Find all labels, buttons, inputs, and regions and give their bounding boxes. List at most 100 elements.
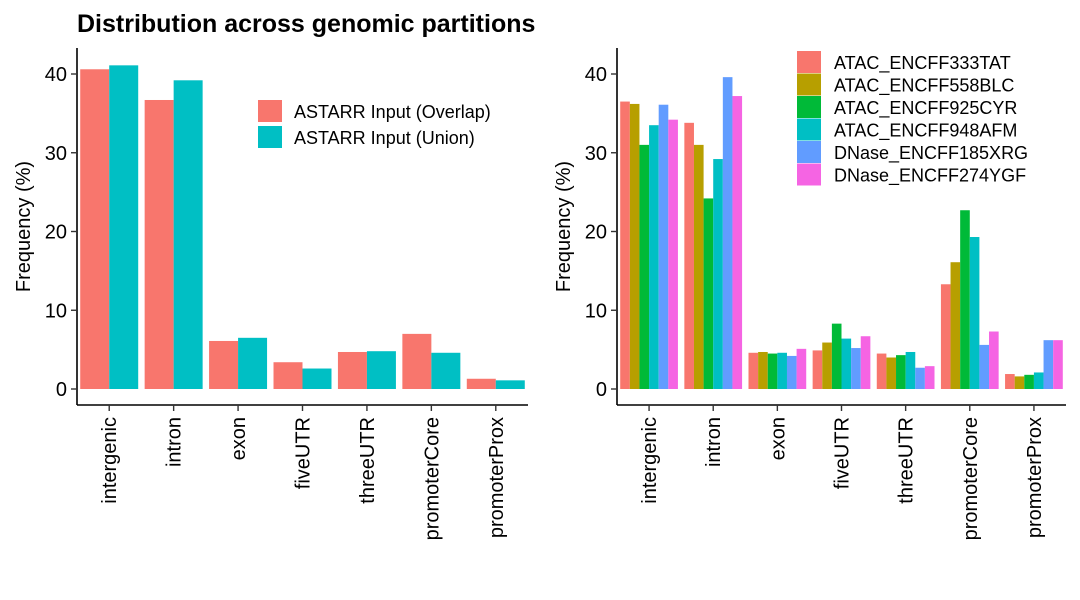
- x-tick-label-promoterProx: promoterProx: [486, 417, 508, 538]
- legend-key: [797, 51, 821, 73]
- bar-fiveUTR-series-5: [860, 336, 871, 389]
- bar-promoterProx-series-0: [1005, 374, 1015, 389]
- legend-key: [797, 73, 821, 96]
- bar-fiveUTR-series-3: [841, 338, 852, 389]
- x-tick-label-intron: intron: [164, 417, 186, 467]
- figure-title: Distribution across genomic partitions: [77, 10, 535, 38]
- bar-promoterProx-series-0: [466, 378, 496, 389]
- bar-promoterCore-series-4: [979, 344, 990, 389]
- y-tick-label: 30: [45, 143, 67, 165]
- bar-intergenic-series-4: [658, 104, 669, 390]
- bar-fiveUTR-series-2: [831, 323, 842, 389]
- bar-fiveUTR-series-4: [851, 348, 861, 389]
- bar-exon-series-0: [209, 340, 239, 389]
- legend-key: [258, 100, 282, 122]
- bar-exon-series-5: [796, 348, 807, 389]
- legend-key: [797, 141, 821, 163]
- bar-promoterProx-series-5: [1053, 340, 1063, 389]
- bar-fiveUTR-series-0: [812, 350, 823, 389]
- x-tick-label-threeUTR: threeUTR: [357, 417, 379, 504]
- bar-intron-series-4: [722, 77, 733, 390]
- legend-label: ASTARR Input (Union): [294, 128, 475, 148]
- bar-exon-series-1: [238, 337, 268, 389]
- legend-key: [797, 96, 821, 118]
- y-tick-label: 10: [45, 300, 67, 322]
- legend: ASTARR Input (Overlap) ASTARR Input (Unio…: [258, 100, 491, 148]
- x-tick-label-promoterProx: promoterProx: [1024, 417, 1046, 538]
- x-tick-label-exon: exon: [228, 417, 250, 460]
- bar-promoterProx-series-1: [495, 380, 525, 389]
- legend-key: [258, 126, 282, 148]
- legend-label: ASTARR Input (Overlap): [294, 102, 491, 122]
- y-tick-label: 0: [596, 379, 607, 401]
- bar-fiveUTR-series-1: [822, 342, 832, 389]
- bar-promoterCore-series-3: [969, 237, 980, 389]
- legend: ATAC_ENCFF333TATATAC_ENCFF558BLCATAC_ENC…: [797, 51, 1028, 187]
- y-tick-label: 20: [45, 222, 67, 244]
- bar-exon-series-4: [786, 355, 797, 389]
- bar-fiveUTR-series-0: [273, 362, 303, 389]
- bar-promoterProx-series-4: [1043, 340, 1054, 389]
- bar-threeUTR-series-2: [896, 355, 906, 389]
- y-tick-label: 0: [56, 379, 67, 401]
- y-tick-label: 30: [585, 143, 607, 165]
- y-axis-title: Frequency (%): [553, 161, 575, 292]
- bar-exon-series-2: [767, 353, 778, 389]
- bar-promoterCore-series-5: [989, 331, 999, 389]
- legend-key: [797, 118, 821, 141]
- y-axis-title: Frequency (%): [13, 161, 35, 292]
- bar-intron-series-3: [713, 159, 723, 389]
- x-tick-label-threeUTR: threeUTR: [896, 417, 918, 504]
- bar-intergenic-series-0: [620, 101, 630, 389]
- y-tick-label: 40: [585, 64, 607, 86]
- bar-promoterCore-series-0: [402, 333, 432, 389]
- bar-intron-series-5: [732, 96, 743, 390]
- bar-threeUTR-series-0: [337, 351, 367, 389]
- legend-label: ATAC_ENCFF558BLC: [834, 76, 1014, 97]
- legend-label: DNase_ENCFF185XRG: [834, 143, 1028, 164]
- bar-intergenic-series-2: [639, 144, 650, 389]
- bar-intron-series-0: [144, 99, 174, 390]
- bar-intergenic-series-1: [629, 103, 640, 390]
- bar-promoterCore-series-2: [960, 210, 970, 389]
- bar-threeUTR-series-5: [924, 366, 935, 389]
- bar-promoterCore-series-1: [950, 262, 961, 389]
- legend-label: ATAC_ENCFF333TAT: [834, 53, 1011, 74]
- bar-promoterCore-series-0: [940, 284, 951, 389]
- bar-promoterProx-series-3: [1033, 372, 1044, 389]
- bar-promoterProx-series-2: [1024, 374, 1034, 389]
- bar-threeUTR-series-4: [915, 367, 925, 389]
- bar-threeUTR-series-1: [886, 357, 897, 389]
- x-tick-label-promoterCore: promoterCore: [421, 417, 443, 540]
- x-tick-label-intergenic: intergenic: [99, 417, 121, 504]
- bar-intergenic-series-3: [649, 125, 659, 389]
- bar-intron-series-1: [173, 80, 203, 390]
- y-tick-label: 10: [585, 300, 607, 322]
- bar-intron-series-0: [684, 122, 694, 389]
- x-tick-label-intergenic: intergenic: [639, 417, 661, 504]
- y-tick-label: 40: [45, 64, 67, 86]
- bar-intergenic-series-5: [668, 119, 678, 390]
- y-tick-label: 20: [585, 222, 607, 244]
- bar-promoterProx-series-1: [1014, 376, 1025, 389]
- legend-label: ATAC_ENCFF925CYR: [834, 98, 1017, 119]
- legend-label: DNase_ENCFF274YGF: [834, 166, 1026, 187]
- bar-threeUTR-series-0: [876, 353, 887, 389]
- bar-fiveUTR-series-1: [302, 368, 332, 389]
- left-panel: 0 10 20 30 40 intergenic intron exon fiveUTR thre…: [13, 48, 528, 540]
- bar-intergenic-series-1: [109, 65, 139, 390]
- bar-intron-series-2: [703, 198, 714, 389]
- bar-exon-series-3: [777, 352, 787, 389]
- bar-intergenic-series-0: [80, 69, 110, 390]
- bar-promoterCore-series-1: [431, 352, 461, 389]
- x-tick-label-exon: exon: [767, 417, 789, 460]
- legend-key: [797, 163, 821, 186]
- right-panel: 0 10 20 30 40 intergenic intron exon fiveUTR thre…: [553, 48, 1066, 540]
- bar-exon-series-1: [758, 351, 768, 389]
- bar-exon-series-0: [748, 352, 759, 389]
- bar-intron-series-1: [693, 144, 704, 389]
- x-tick-label-fiveUTR: fiveUTR: [293, 417, 315, 489]
- bar-threeUTR-series-3: [905, 351, 916, 389]
- x-tick-label-intron: intron: [703, 417, 725, 467]
